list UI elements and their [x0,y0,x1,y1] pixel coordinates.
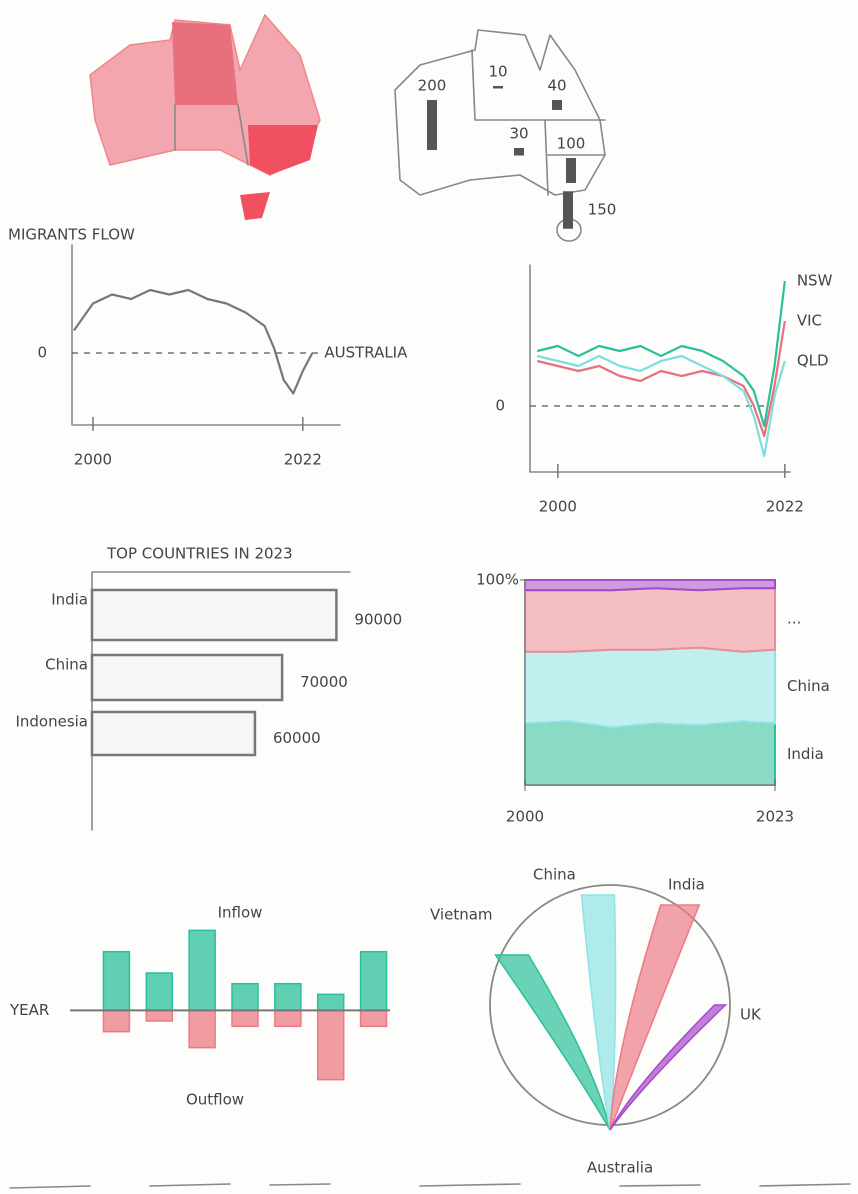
map-border [471,49,606,196]
bar [188,929,216,1012]
bar [188,1009,216,1049]
x-axis-label: YEAR [9,1001,49,1019]
bar [359,950,388,1012]
x-tick-label: 2022 [766,498,804,516]
line [536,320,786,438]
bar-hatch [92,655,282,700]
bar [316,993,345,1012]
series-label: NSW [797,272,833,290]
y-tick-label: 0 [37,344,47,362]
series-label: AUSTRALIA [324,344,408,362]
series-label: Outflow [186,1091,244,1109]
bar [231,1009,259,1028]
bar [514,148,524,156]
divider [9,1183,851,1189]
series-label: India [787,745,824,763]
area [524,587,776,653]
area [524,646,776,729]
category-label: India [51,591,88,609]
series-label: QLD [797,352,829,370]
bar-hatch [92,712,255,755]
series-label: VIC [797,312,822,330]
bar [274,1009,302,1028]
bar [274,982,302,1012]
value-label: 70000 [300,673,348,691]
axis [529,264,791,473]
value-label: 30 [509,125,528,143]
bar [90,653,284,702]
map-region [248,125,318,175]
bar [90,710,257,757]
value-label: 60000 [273,729,321,747]
x-tick-label: 2000 [506,808,544,826]
line [536,354,786,458]
flow-ribbon [609,904,701,1131]
area [524,720,776,786]
bar [359,1009,388,1028]
series-label: Inflow [218,904,263,922]
choropleth-map [89,13,321,220]
flow-ribbon [609,1004,728,1131]
bar [145,1009,174,1022]
x-tick-label: 2022 [284,451,322,469]
x-tick-label: 2000 [539,498,577,516]
value-label: 200 [418,77,447,95]
bar [427,100,437,150]
bar-hatch [92,590,336,640]
bar-map-outline [394,29,606,242]
y-tick-label: 100% [476,571,519,589]
bar [90,588,338,642]
value-label: 40 [547,77,566,95]
y-axis-label: MIGRANTS FLOW [8,226,135,244]
y-tick-label: 0 [495,397,505,415]
bar [145,972,174,1012]
target-label: Australia [587,1159,653,1177]
category-label: Vietnam [430,906,493,924]
bar [566,158,576,183]
value-label: 100 [557,135,586,153]
x-tick-label: 2000 [74,451,112,469]
series-label: ... [787,609,801,627]
value-label: 90000 [354,611,402,629]
category-label: Indonesia [15,713,88,731]
bar [493,86,503,89]
area [524,579,776,592]
map-region [172,22,238,105]
bar [563,191,573,229]
chart-title: TOP COUNTRIES IN 2023 [106,545,293,563]
bar [102,1009,131,1033]
category-label: UK [740,1006,762,1024]
value-label: 150 [588,201,617,219]
bar [231,982,259,1012]
line [73,288,314,395]
map-border [174,104,249,166]
category-label: China [533,866,576,884]
value-label: 10 [488,63,507,81]
bar [316,1009,345,1081]
series-label: China [787,677,830,695]
category-label: China [45,656,88,674]
bar [102,950,131,1012]
map-region [240,192,270,220]
line [536,280,786,428]
x-tick-label: 2023 [756,808,794,826]
category-label: India [668,876,705,894]
bar [552,100,562,110]
axis [71,244,341,426]
